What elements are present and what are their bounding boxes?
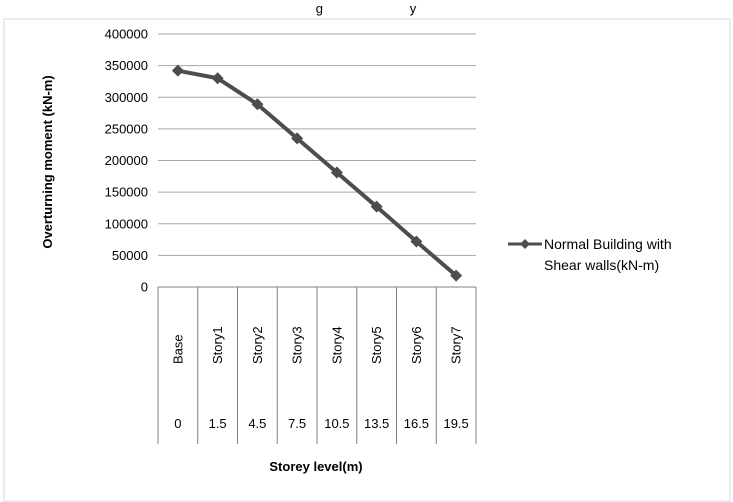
category-label: Story1 — [210, 326, 225, 364]
storey-level-label: 7.5 — [288, 416, 306, 431]
y-tick-label: 150000 — [105, 185, 148, 200]
x-axis-title: Storey level(m) — [269, 459, 362, 474]
category-label: Story5 — [369, 326, 384, 364]
category-label: Story6 — [409, 326, 424, 364]
legend-marker — [520, 239, 530, 249]
data-point-marker — [410, 235, 423, 248]
chart-border — [3, 18, 731, 502]
category-label: Story4 — [329, 326, 344, 364]
y-axis-tick-labels: 0 50000 100000 150000 200000 250000 300000 3500… — [105, 27, 148, 295]
category-label: Story3 — [290, 326, 305, 364]
category-label: Base — [170, 334, 185, 364]
y-axis-title: Overturning moment (kN-m) — [40, 75, 55, 248]
y-tick-label: 100000 — [105, 216, 148, 231]
series-line-group — [171, 64, 463, 282]
data-point-marker — [370, 200, 383, 213]
legend-label: Normal Building with — [544, 236, 672, 252]
storey-level-label: 4.5 — [248, 416, 266, 431]
storey-level-label: 0 — [174, 416, 181, 431]
legend: Normal Building with Shear walls(kN-m) — [508, 236, 672, 273]
category-label: Story2 — [250, 326, 265, 364]
top-caption: g y — [316, 1, 417, 16]
y-tick-label: 0 — [141, 280, 148, 295]
series-line — [177, 68, 458, 278]
data-point-marker — [211, 72, 224, 85]
data-point-marker — [330, 166, 343, 179]
data-point-marker — [171, 64, 184, 77]
y-tick-label: 50000 — [112, 248, 148, 263]
y-tick-label: 300000 — [105, 90, 148, 105]
storey-level-label: 1.5 — [209, 416, 227, 431]
y-tick-label: 250000 — [105, 121, 148, 136]
category-table: Base Story1 Story2 Story3 Story4 Story5 Story6… — [157, 286, 477, 444]
data-point-marker — [251, 98, 264, 111]
storey-level-label: 19.5 — [443, 416, 468, 431]
data-point-marker — [291, 132, 304, 145]
gridlines — [158, 33, 476, 288]
category-label: Story7 — [449, 326, 464, 364]
y-tick-label: 400000 — [105, 27, 148, 42]
data-point-marker — [450, 269, 463, 282]
storey-level-label: 16.5 — [404, 416, 429, 431]
y-tick-label: 200000 — [105, 153, 148, 168]
legend-label: Shear walls(kN-m) — [544, 257, 659, 273]
storey-level-label: 10.5 — [324, 416, 349, 431]
storey-level-label: 13.5 — [364, 416, 389, 431]
y-tick-label: 350000 — [105, 58, 148, 73]
